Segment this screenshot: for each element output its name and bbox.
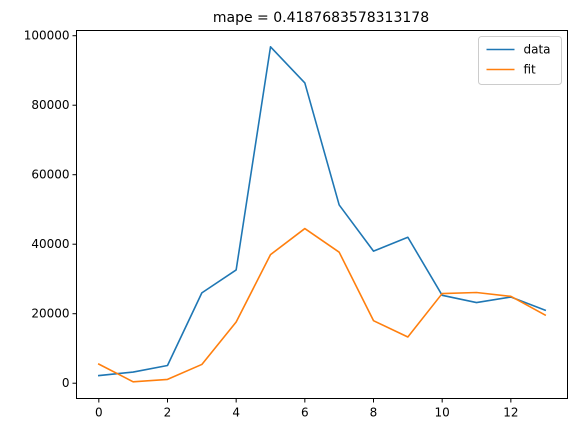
- y-axis: 0 20000 40000 60000 80000 100000: [24, 29, 77, 390]
- x-tick-label-5: 10: [435, 406, 450, 420]
- legend: data fit: [478, 36, 562, 85]
- y-tick-label-0: 0: [62, 376, 70, 390]
- x-tick-label-6: 12: [503, 406, 518, 420]
- legend-box: [478, 36, 562, 85]
- chart-title: mape = 0.4187683578313178: [213, 10, 429, 26]
- legend-label-0: data: [524, 43, 551, 57]
- y-tick-label-5: 100000: [24, 29, 70, 43]
- y-tick-label-4: 80000: [31, 98, 69, 112]
- y-tick-label-2: 40000: [31, 237, 69, 251]
- x-tick-label-1: 2: [164, 406, 172, 420]
- y-tick-label-3: 60000: [31, 168, 69, 182]
- x-tick-label-4: 8: [370, 406, 378, 420]
- plot-frame: [76, 30, 568, 399]
- series-line-0: [97, 46, 547, 377]
- series-line-1: [97, 227, 547, 383]
- y-tick-label-1: 20000: [31, 307, 69, 321]
- x-tick-label-3: 6: [301, 406, 309, 420]
- x-tick-label-2: 4: [232, 406, 240, 420]
- x-tick-label-0: 0: [95, 406, 103, 420]
- series-lines: [97, 46, 547, 383]
- legend-label-1: fit: [524, 63, 537, 77]
- x-axis: 0 2 4 6 8 10 12: [95, 398, 518, 420]
